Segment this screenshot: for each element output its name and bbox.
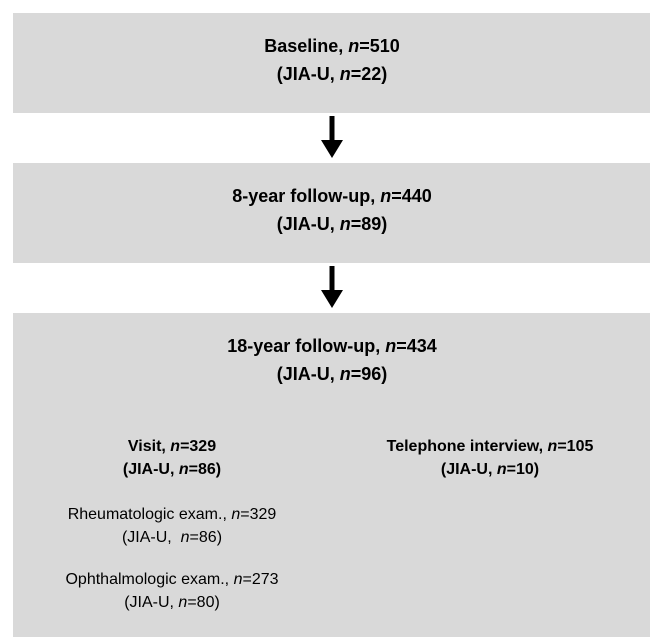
node-line: Rheumatologic exam., n=329: [68, 506, 277, 523]
text-segment: =440: [391, 186, 432, 206]
node-line: Telephone interview, n=105: [387, 438, 594, 455]
arrow: [321, 266, 343, 308]
node-line: (JIA-U, n=22): [277, 64, 388, 84]
node-line: (JIA-U, n=86): [123, 461, 221, 478]
text-segment: (JIA-U,: [277, 364, 340, 384]
node-line: 8-year follow-up, n=440: [232, 186, 432, 206]
node-line: Baseline, n=510: [264, 36, 400, 56]
text-segment: Baseline,: [264, 36, 348, 56]
node-line: (JIA-U, n=10): [441, 461, 539, 478]
node-line: (JIA-U, n=96): [277, 364, 388, 384]
n-symbol: n: [340, 214, 351, 234]
node-line: (JIA-U, n=80): [124, 594, 220, 611]
n-symbol: n: [179, 461, 189, 478]
box-baseline: [13, 13, 650, 113]
text-segment: (JIA-U,: [123, 461, 179, 478]
text-segment: =22): [351, 64, 388, 84]
n-symbol: n: [340, 364, 351, 384]
node-line: Ophthalmologic exam., n=273: [65, 571, 278, 588]
n-symbol: n: [178, 594, 187, 611]
text-segment: =105: [557, 438, 593, 455]
text-segment: 18-year follow-up,: [227, 336, 385, 356]
n-symbol: n: [548, 438, 558, 455]
text-segment: =273: [242, 571, 278, 588]
n-symbol: n: [181, 529, 190, 546]
box-18-year: [13, 313, 650, 637]
text-segment: (JIA-U,: [277, 64, 340, 84]
text-segment: Visit,: [128, 438, 170, 455]
text-segment: 8-year follow-up,: [232, 186, 380, 206]
text-segment: Ophthalmologic exam.,: [65, 571, 233, 588]
text-segment: =89): [351, 214, 388, 234]
n-symbol: n: [340, 64, 351, 84]
n-symbol: n: [385, 336, 396, 356]
arrow: [321, 116, 343, 158]
text-segment: =434: [396, 336, 437, 356]
n-symbol: n: [170, 438, 180, 455]
n-symbol: n: [348, 36, 359, 56]
text-segment: (JIA-U,: [441, 461, 497, 478]
text-segment: =329: [240, 506, 276, 523]
text-segment: =86): [190, 529, 222, 546]
text-segment: (JIA-U,: [124, 594, 178, 611]
node-line: Visit, n=329: [128, 438, 216, 455]
n-symbol: n: [497, 461, 507, 478]
node-line: (JIA-U, n=86): [122, 529, 222, 546]
text-segment: (JIA-U,: [277, 214, 340, 234]
text-segment: =86): [189, 461, 221, 478]
text-segment: =329: [180, 438, 216, 455]
n-symbol: n: [231, 506, 240, 523]
node-line: (JIA-U, n=89): [277, 214, 388, 234]
n-symbol: n: [234, 571, 243, 588]
text-segment: =96): [351, 364, 388, 384]
text-segment: Telephone interview,: [387, 438, 548, 455]
text-segment: Rheumatologic exam.,: [68, 506, 232, 523]
node-line: 18-year follow-up, n=434: [227, 336, 437, 356]
n-symbol: n: [380, 186, 391, 206]
text-segment: (JIA-U,: [122, 529, 181, 546]
text-segment: =80): [187, 594, 219, 611]
text-segment: =510: [359, 36, 400, 56]
box-8-year: [13, 163, 650, 263]
text-segment: =10): [507, 461, 539, 478]
